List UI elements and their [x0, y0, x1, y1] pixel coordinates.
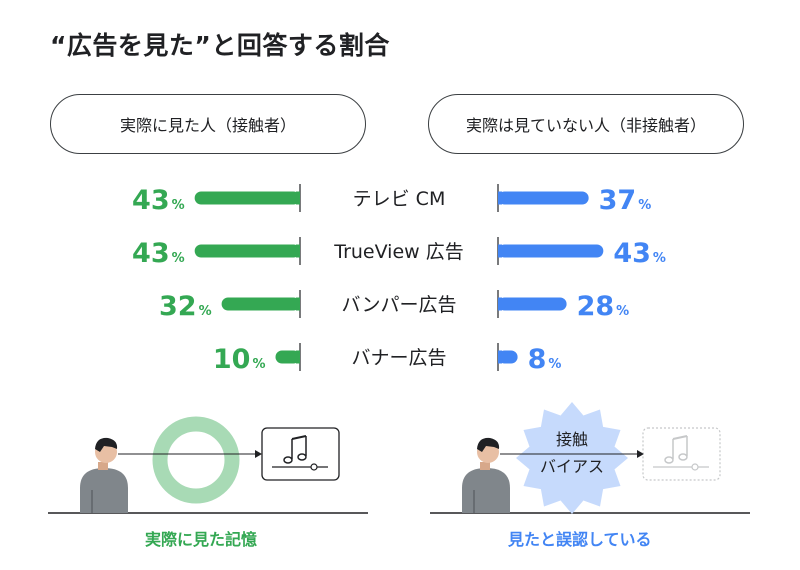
- exposed-bar-end: [296, 191, 300, 205]
- music-note-icon: [642, 427, 721, 481]
- unexposed-bar: [498, 191, 589, 205]
- exposed-bar-end: [296, 244, 300, 258]
- unexposed-bar-end: [498, 244, 502, 258]
- unexposed-value-label: 28%: [577, 291, 630, 322]
- exposed-bar: [194, 191, 300, 205]
- memory-ring-icon: [152, 416, 240, 504]
- music-note-icon: [261, 427, 340, 481]
- category-label: テレビ CM: [353, 188, 446, 210]
- burst-label-line2: バイアス: [540, 457, 604, 476]
- unexposed-value-label: 43%: [613, 238, 666, 269]
- left-illustration: [48, 416, 368, 514]
- unexposed-bar-end: [498, 297, 502, 311]
- exposed-bar-end: [296, 350, 300, 364]
- unexposed-bar-end: [498, 191, 502, 205]
- category-label: バンパー広告: [342, 294, 457, 316]
- starburst-icon: [516, 402, 628, 514]
- unexposed-value-label: 8%: [528, 344, 562, 375]
- category-label: バナー広告: [351, 347, 446, 369]
- exposed-bar-end: [296, 297, 300, 311]
- exposed-bar: [275, 350, 300, 364]
- person-icon: [462, 437, 510, 513]
- exposed-value-label: 43%: [132, 185, 185, 216]
- exposed-value-label: 10%: [213, 344, 266, 375]
- unexposed-bar-end: [498, 350, 502, 364]
- right-caption: 見たと誤認している: [508, 530, 652, 549]
- page-title: “広告を見た”と回答する割合: [50, 31, 390, 60]
- unexposed-group-label: 実際は見ていない人（非接触者）: [428, 94, 744, 154]
- right-illustration: 接触 バイアス: [430, 402, 750, 514]
- unexposed-bar: [498, 244, 604, 258]
- bars-layer: 43% 37 % テレビ CM 43% 43 % TrueView 広告 32% 28 % バンパー広…: [132, 184, 666, 375]
- exposed-group-label: 実際に見た人（接触者）: [50, 94, 366, 154]
- category-label: TrueView 広告: [333, 241, 463, 263]
- unexposed-bar: [498, 350, 518, 364]
- exposed-value-label: 32%: [159, 291, 212, 322]
- exposed-value-label: 43%: [132, 238, 185, 269]
- burst-label-line1: 接触: [556, 430, 588, 449]
- unexposed-bar: [498, 297, 567, 311]
- person-icon: [80, 437, 128, 513]
- unexposed-value-label: 37%: [599, 185, 652, 216]
- left-caption: 実際に見た記憶: [145, 530, 258, 549]
- exposed-bar: [221, 297, 300, 311]
- exposed-bar: [194, 244, 300, 258]
